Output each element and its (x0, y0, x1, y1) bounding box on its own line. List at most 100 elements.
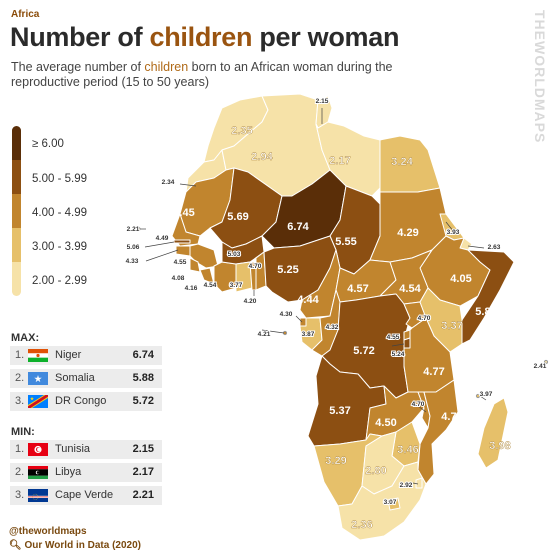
map-label-rwanda: 4.55 (387, 334, 400, 341)
country-comoros[interactable] (475, 393, 481, 399)
map-label-mauritania: 4.45 (173, 207, 194, 219)
country-gambia[interactable] (173, 239, 191, 244)
map-label-ethiopia: 4.05 (450, 273, 471, 285)
map-label-gabon: 3.87 (302, 331, 315, 338)
map-label-mozambique: 4.71 (441, 411, 462, 423)
tunisia-flag-icon (28, 443, 48, 456)
rank-number: 3. (15, 489, 25, 501)
legend-label-3: 3.00 - 3.99 (32, 241, 87, 253)
map-label-morocco: 2.35 (231, 125, 252, 137)
map-label-sudan: 4.29 (397, 227, 418, 239)
map-label-sao-tome: 4.21 (258, 331, 271, 338)
country-name: Tunisia (55, 443, 91, 455)
country-south-africa[interactable] (337, 461, 427, 541)
map-label-uganda: 4.70 (418, 315, 431, 322)
legend-swatch (12, 228, 21, 262)
country-value: 5.72 (132, 395, 154, 407)
country-guinea-bissau[interactable] (175, 245, 191, 257)
map-label-eswatini: 2.92 (400, 482, 413, 489)
map-label-djibouti: 2.63 (488, 244, 501, 251)
map-label-south-africa: 2.36 (351, 519, 372, 531)
map-label-zambia: 4.50 (375, 417, 396, 429)
country-somalia[interactable] (461, 249, 515, 345)
country-value: 5.88 (132, 372, 154, 384)
country-name: Libya (55, 466, 82, 478)
country-burundi[interactable] (403, 337, 411, 349)
map-label-gambia: 5.06 (127, 244, 140, 251)
legend-swatch (12, 126, 21, 160)
map-label-algeria: 2.94 (251, 151, 273, 163)
max-title: MAX: (11, 332, 40, 344)
map-label-burundi: 5.24 (392, 351, 405, 358)
map-label-mali: 5.69 (227, 211, 248, 223)
map-label-drc: 5.72 (353, 345, 374, 357)
page-title: Number of children per woman (10, 22, 400, 52)
map-label-mauritius: 2.41 (534, 363, 547, 370)
country-name: Somalia (55, 372, 95, 384)
country-sierra-leone[interactable] (189, 257, 201, 273)
map-label-senegal: 4.49 (156, 235, 169, 242)
map-label-chad: 5.55 (335, 236, 356, 248)
country-value: 2.17 (132, 466, 154, 478)
country-value: 6.74 (132, 349, 154, 361)
rank-number: 2. (15, 466, 25, 478)
map-label-liberia: 4.08 (172, 275, 185, 282)
map-label-equatorial-guinea: 4.30 (280, 311, 293, 318)
watermark: THEWORLDMAPS (532, 10, 548, 144)
capeverde-flag-icon (28, 489, 48, 502)
map-label-tanzania: 4.77 (423, 366, 444, 378)
country-eswatini[interactable] (415, 477, 423, 489)
legend: ≥ 6.00 5.00 - 5.99 4.00 - 4.99 3.00 - 3.… (12, 126, 132, 296)
map-label-car: 4.57 (347, 283, 368, 295)
min-row: 2. Libya 2.17 (10, 463, 162, 482)
map-label-niger: 6.74 (287, 221, 309, 233)
rank-number: 1. (15, 349, 25, 361)
max-row: 1. Niger 6.74 (10, 346, 162, 365)
legend-label-5: 5.00 - 5.99 (32, 173, 87, 185)
map-label-comoros: 3.97 (480, 391, 493, 398)
country-name: Niger (55, 349, 82, 361)
legend-label-2: 2.00 - 2.99 (32, 275, 87, 287)
map-label-somalia: 5.88 (475, 306, 496, 318)
min-row: 3. Cape Verde 2.21 (10, 486, 162, 505)
map-label-egypt: 3.24 (391, 156, 413, 168)
country-lesotho[interactable] (387, 497, 401, 511)
map-label-guinea: 4.55 (174, 259, 187, 266)
map-label-malawi: 4.70 (412, 401, 425, 408)
map-label-south-sudan: 4.54 (399, 283, 421, 295)
credit-handle: @theworldmaps (9, 526, 87, 537)
max-row: 2. Somalia 5.88 (10, 369, 162, 388)
map-label-togo: 4.70 (249, 263, 262, 270)
page-subtitle: The average number of children born to a… (11, 60, 393, 89)
drcongo-flag-icon (28, 395, 48, 408)
legend-label-6plus: ≥ 6.00 (32, 138, 64, 150)
country-value: 2.15 (132, 443, 154, 455)
libya-flag-icon (28, 466, 48, 479)
legend-swatch (12, 194, 21, 228)
map-label-benin: 4.20 (244, 298, 257, 305)
source-icon: 🔍︎ (9, 540, 22, 551)
map-label-libya: 2.17 (329, 155, 350, 167)
max-row: 3. DR Congo 5.72 (10, 392, 162, 411)
rank-number: 2. (15, 372, 25, 384)
map-label-cape-verde: 2.21 (127, 226, 140, 233)
legend-swatch (12, 262, 21, 296)
legend-label-4: 4.00 - 4.99 (32, 207, 87, 219)
map-label-angola: 5.37 (329, 405, 350, 417)
map-label-eritrea: 3.93 (447, 229, 460, 236)
map-label-guinea-bissau: 4.33 (126, 258, 139, 265)
map-label-zimbabwe: 3.46 (397, 444, 418, 456)
min-row: 1. Tunisia 2.15 (10, 440, 162, 459)
map-label-congo: 4.32 (326, 324, 339, 331)
legend-color-bar (12, 126, 21, 296)
somalia-flag-icon (28, 372, 48, 385)
map-label-cameroon: 4.44 (297, 294, 319, 306)
region-tag: Africa (11, 9, 40, 20)
country-equatorial-guinea[interactable] (299, 317, 307, 327)
map-label-tunisia: 2.15 (316, 98, 329, 105)
map-label-cote-divoire: 4.54 (204, 282, 217, 289)
map-label-madagascar: 3.98 (489, 440, 510, 452)
niger-flag-icon (28, 349, 48, 362)
country-madagascar[interactable] (477, 397, 509, 469)
